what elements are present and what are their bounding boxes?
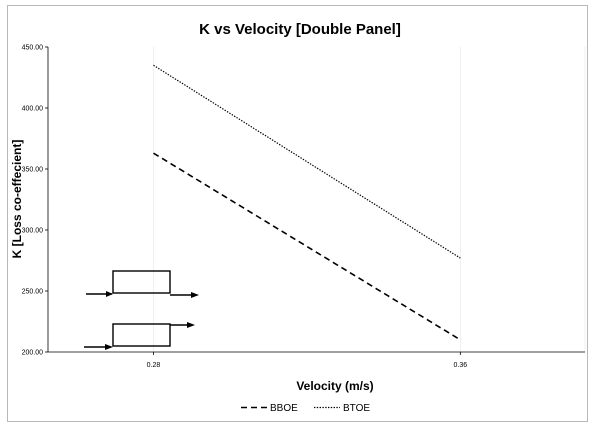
x-tick-label: 0.28 <box>147 362 161 369</box>
legend-label-btoe: BTOE <box>343 403 370 414</box>
legend-label-bboe: BBOE <box>270 403 298 414</box>
chart-frame <box>7 5 588 422</box>
upper-panel-rect <box>112 270 171 294</box>
y-tick-label: 400.00 <box>22 106 44 113</box>
upper-inflow-arrowhead <box>106 291 113 297</box>
legend: BBOE BTOE <box>241 403 370 414</box>
x-tick-label: 0.36 <box>454 362 468 369</box>
lower-panel-rect <box>112 323 171 347</box>
lower-inflow-arrowhead <box>105 344 113 350</box>
lower-outflow-arrowhead <box>187 322 195 328</box>
x-axis-label: Velocity (m/s) <box>296 379 373 393</box>
y-tick-label: 450.00 <box>22 45 44 52</box>
axes <box>47 47 585 353</box>
y-tick-label: 250.00 <box>22 289 44 296</box>
chart-title: K vs Velocity [Double Panel] <box>199 21 401 38</box>
gridlines <box>153 47 586 352</box>
y-tick-label: 200.00 <box>22 350 44 357</box>
upper-outflow-arrowhead <box>191 292 199 298</box>
x-tick-labels: 0.28 0.36 <box>147 352 468 369</box>
y-axis-label: K [Loss co-effecient] <box>10 140 24 259</box>
y-tick-labels: 200.00 250.00 300.00 350.00 400.00 450.00 <box>22 45 48 357</box>
double-panel-flow-schematic-icon <box>84 270 199 350</box>
y-tick-label: 350.00 <box>22 167 44 174</box>
y-tick-label: 300.00 <box>22 228 44 235</box>
